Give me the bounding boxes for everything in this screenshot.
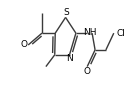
Text: S: S	[64, 8, 69, 18]
Text: Cl: Cl	[117, 29, 126, 38]
Text: O: O	[84, 67, 91, 76]
Text: N: N	[67, 54, 73, 63]
Text: O: O	[21, 40, 28, 49]
Text: NH: NH	[83, 28, 96, 37]
